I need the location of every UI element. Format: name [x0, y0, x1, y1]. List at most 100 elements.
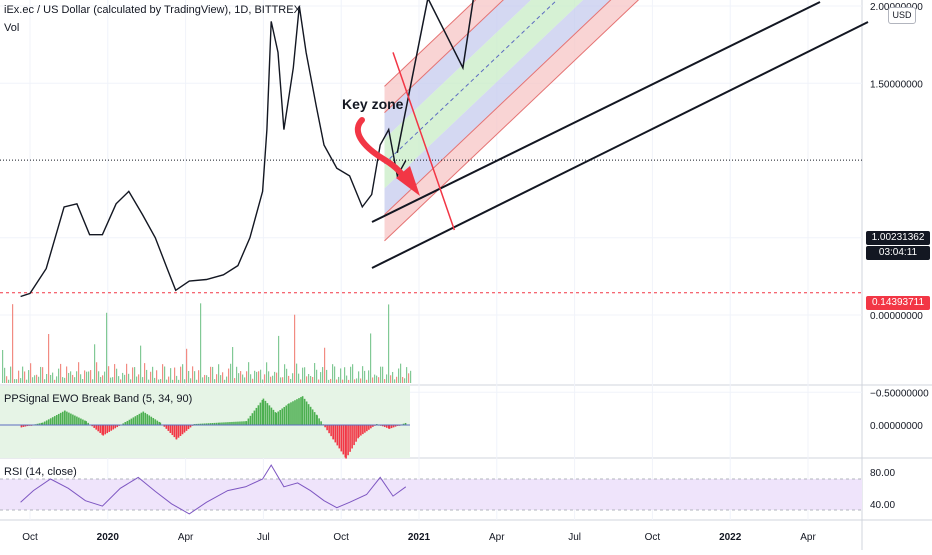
ewo-bar: [313, 412, 316, 425]
ewo-bar: [108, 425, 111, 432]
ewo-bar: [36, 423, 39, 425]
volume-bar: [88, 371, 90, 383]
volume-bar: [26, 379, 28, 383]
volume-bar: [270, 376, 272, 383]
volume-bar: [342, 379, 344, 383]
volume-bar: [36, 374, 38, 383]
ewo-bar: [91, 425, 93, 427]
ewo-bar: [253, 410, 256, 425]
volume-bar: [48, 333, 50, 383]
ewo-bar: [283, 406, 286, 425]
volume-bar: [338, 376, 340, 383]
ewo-bar: [303, 398, 306, 425]
volume-bar: [290, 378, 292, 383]
symbol-title: iEx.ec / US Dollar (calculated by Tradin…: [4, 4, 301, 16]
x-tick-label: Oct: [22, 532, 38, 543]
volume-bar: [308, 373, 310, 383]
ewo-bar: [351, 425, 353, 449]
currency-badge[interactable]: USD: [888, 7, 916, 24]
volume-bar: [310, 375, 312, 383]
volume-bar: [404, 378, 406, 383]
key-zone-arrowhead: [396, 166, 420, 196]
ewo-bar: [217, 422, 220, 425]
volume-bar: [334, 366, 336, 383]
volume-bar: [294, 314, 296, 383]
ewo-bar: [106, 425, 109, 434]
x-tick-label: Oct: [645, 532, 661, 543]
volume-bar: [138, 374, 140, 383]
volume-bar: [292, 373, 294, 383]
volume-bar: [176, 375, 178, 383]
volume-bar: [76, 371, 78, 383]
volume-bar: [296, 363, 298, 383]
volume-bar: [410, 370, 412, 383]
ewo-bar: [305, 401, 308, 425]
volume-bar: [116, 368, 118, 383]
ewo-bar: [247, 418, 250, 425]
volume-bar: [92, 379, 94, 383]
volume-bar: [28, 370, 30, 383]
ewo-bar: [152, 418, 155, 425]
ewo-bar: [165, 425, 168, 429]
x-tick-label: Apr: [489, 532, 505, 543]
volume-bar: [204, 374, 206, 383]
volume-bar: [352, 364, 354, 383]
volume-bar: [140, 345, 142, 383]
ewo-bar: [239, 421, 241, 425]
volume-bar: [142, 377, 144, 383]
ewo-bar: [167, 425, 170, 431]
volume-bar: [94, 344, 96, 383]
ewo-bar: [209, 423, 212, 425]
volume-bar: [168, 376, 170, 383]
ewo-bar: [241, 421, 243, 425]
volume-bar: [190, 378, 192, 383]
volume-bar: [166, 379, 168, 383]
volume-bar: [86, 371, 88, 383]
volume-bar: [78, 362, 80, 383]
channel-band-line: [384, 0, 504, 113]
channel-band-line: [384, 0, 477, 87]
ewo-bar: [279, 409, 282, 425]
ewo-bar: [388, 425, 391, 429]
ewo-bar: [249, 415, 252, 425]
volume-bar: [108, 366, 110, 383]
volume-bar: [228, 368, 230, 383]
ewo-bar: [233, 421, 235, 425]
ewo-bar: [300, 397, 302, 425]
ewo-bar: [257, 405, 260, 425]
volume-bar: [214, 379, 216, 383]
y-tick-label: −0.50000000: [870, 388, 929, 399]
ewo-bar: [78, 417, 80, 425]
volume-bar: [400, 363, 402, 383]
volume-bar: [246, 371, 248, 383]
current-price-tag: 1.00231362: [866, 231, 930, 245]
ewo-bar: [364, 425, 366, 433]
volume-bar: [348, 379, 350, 383]
ewo-bar: [262, 398, 265, 425]
volume-bar: [68, 372, 70, 383]
volume-bar: [2, 350, 4, 383]
volume-bar: [18, 370, 20, 383]
key-zone-annotation[interactable]: Key zone: [342, 96, 404, 112]
ewo-bar: [272, 409, 275, 425]
volume-bar: [388, 304, 390, 383]
ewo-bar: [237, 421, 239, 425]
ewo-bar: [394, 425, 397, 427]
volume-bar: [256, 371, 258, 383]
volume-bar: [220, 375, 222, 383]
ewo-bar: [334, 425, 337, 443]
ewo-bar: [264, 400, 267, 425]
volume-bar: [24, 371, 26, 383]
ewo-bar: [187, 425, 190, 430]
ewo-bar: [179, 425, 182, 436]
volume-bar: [126, 363, 128, 383]
ewo-bar: [266, 403, 269, 425]
volume-bar: [158, 379, 160, 383]
volume-bar: [106, 312, 108, 383]
ewo-bar: [358, 425, 360, 437]
volume-bar: [272, 375, 274, 383]
volume-bar: [264, 374, 266, 383]
volume-bar: [38, 376, 40, 383]
ewo-bar: [51, 417, 54, 425]
